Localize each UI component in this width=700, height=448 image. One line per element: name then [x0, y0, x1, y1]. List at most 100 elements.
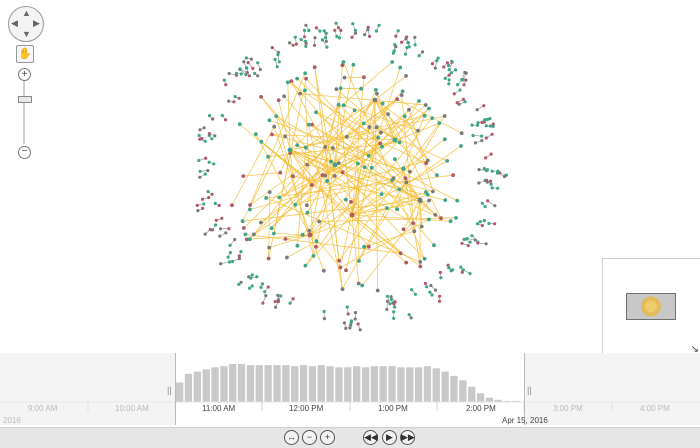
network-node[interactable]: [198, 134, 201, 137]
histogram-bar[interactable]: [450, 376, 457, 402]
network-node[interactable]: [418, 260, 422, 264]
network-node[interactable]: [259, 95, 263, 99]
network-node[interactable]: [430, 116, 434, 120]
network-node[interactable]: [218, 235, 221, 238]
network-node[interactable]: [329, 160, 333, 164]
network-node[interactable]: [234, 95, 237, 98]
network-node[interactable]: [489, 124, 492, 127]
network-node[interactable]: [367, 125, 371, 129]
network-node[interactable]: [450, 71, 453, 74]
network-node[interactable]: [393, 49, 396, 52]
network-node[interactable]: [292, 44, 295, 47]
network-node[interactable]: [378, 142, 382, 146]
histogram-bar[interactable]: [229, 364, 236, 402]
network-node[interactable]: [432, 243, 436, 247]
network-node[interactable]: [241, 219, 245, 223]
network-node[interactable]: [248, 287, 251, 290]
network-node[interactable]: [427, 199, 431, 203]
network-node[interactable]: [447, 64, 450, 67]
network-node[interactable]: [279, 294, 282, 297]
network-node[interactable]: [221, 114, 224, 117]
network-node[interactable]: [468, 272, 471, 275]
network-node[interactable]: [450, 60, 453, 63]
network-node[interactable]: [274, 300, 277, 303]
network-node[interactable]: [393, 306, 396, 309]
network-node[interactable]: [393, 157, 397, 161]
network-node[interactable]: [256, 61, 259, 64]
network-node[interactable]: [357, 322, 360, 325]
network-node[interactable]: [213, 134, 216, 137]
network-node[interactable]: [292, 297, 295, 300]
network-node[interactable]: [362, 75, 366, 79]
network-node[interactable]: [439, 271, 442, 274]
network-node[interactable]: [368, 35, 371, 38]
network-node[interactable]: [354, 311, 357, 314]
network-node[interactable]: [339, 86, 343, 90]
network-node[interactable]: [348, 326, 351, 329]
network-node[interactable]: [248, 208, 252, 212]
network-node[interactable]: [264, 294, 267, 297]
network-node[interactable]: [313, 44, 316, 47]
network-node[interactable]: [343, 76, 347, 80]
network-node[interactable]: [304, 45, 307, 48]
network-node[interactable]: [464, 79, 467, 82]
network-node[interactable]: [352, 63, 356, 67]
network-node[interactable]: [410, 288, 413, 291]
network-node[interactable]: [230, 203, 234, 207]
network-node[interactable]: [227, 100, 230, 103]
network-node[interactable]: [463, 71, 466, 74]
network-node[interactable]: [242, 60, 245, 63]
network-node[interactable]: [400, 93, 404, 97]
network-node[interactable]: [400, 41, 403, 44]
network-node[interactable]: [294, 36, 297, 39]
network-node[interactable]: [381, 102, 385, 106]
network-node[interactable]: [314, 245, 318, 249]
network-node[interactable]: [312, 254, 316, 258]
network-node[interactable]: [283, 135, 287, 139]
network-node[interactable]: [388, 302, 391, 305]
network-node[interactable]: [214, 223, 217, 226]
network-node[interactable]: [362, 122, 366, 126]
network-node[interactable]: [284, 237, 288, 241]
network-node[interactable]: [267, 257, 271, 261]
histogram-bar[interactable]: [486, 398, 493, 402]
network-node[interactable]: [439, 276, 442, 279]
network-node[interactable]: [210, 137, 213, 140]
network-node[interactable]: [208, 132, 211, 135]
network-node[interactable]: [420, 225, 424, 229]
network-node[interactable]: [410, 316, 413, 319]
network-node[interactable]: [245, 56, 248, 59]
network-node[interactable]: [377, 24, 380, 27]
network-node[interactable]: [303, 71, 307, 75]
histogram-bar[interactable]: [335, 367, 342, 402]
network-node[interactable]: [204, 157, 207, 160]
network-node[interactable]: [481, 224, 484, 227]
network-node[interactable]: [484, 205, 487, 208]
network-node[interactable]: [447, 266, 450, 269]
network-node[interactable]: [211, 117, 214, 120]
network-node[interactable]: [397, 188, 401, 192]
network-node[interactable]: [471, 134, 474, 137]
histogram-bar[interactable]: [406, 367, 413, 402]
network-node[interactable]: [448, 74, 451, 77]
network-node[interactable]: [267, 285, 270, 288]
network-node[interactable]: [467, 244, 470, 247]
network-node[interactable]: [461, 271, 464, 274]
network-node[interactable]: [306, 211, 310, 215]
network-node[interactable]: [485, 169, 488, 172]
histogram-bar[interactable]: [424, 366, 431, 402]
network-node[interactable]: [347, 312, 350, 315]
network-node[interactable]: [447, 82, 450, 85]
network-node[interactable]: [484, 156, 487, 159]
network-node[interactable]: [198, 128, 201, 131]
network-node[interactable]: [462, 98, 465, 101]
histogram-bar[interactable]: [194, 372, 201, 402]
network-node[interactable]: [333, 29, 336, 32]
network-node[interactable]: [227, 256, 230, 259]
network-node[interactable]: [476, 124, 479, 127]
histogram-bar[interactable]: [185, 374, 192, 402]
network-node[interactable]: [255, 275, 258, 278]
network-node[interactable]: [351, 22, 354, 25]
network-node[interactable]: [394, 35, 397, 38]
network-node[interactable]: [476, 241, 479, 244]
